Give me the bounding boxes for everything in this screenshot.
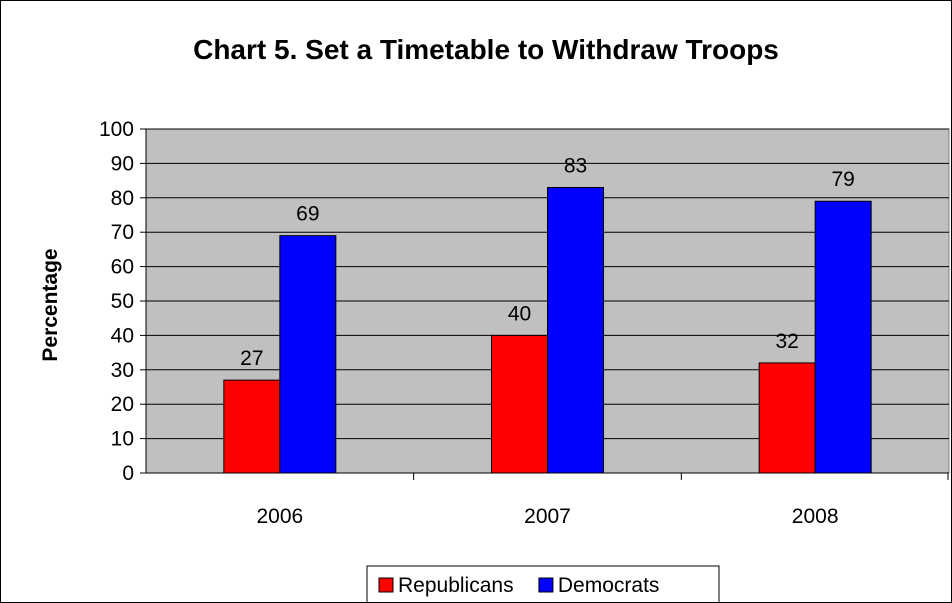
bar-democrats [814, 200, 872, 474]
y-tick-label: 0 [122, 462, 134, 485]
bar-democrats [547, 186, 604, 474]
bar-democrats [279, 235, 337, 474]
data-label: 32 [775, 330, 798, 353]
data-label: 40 [508, 302, 531, 325]
x-tick-label: 2007 [524, 505, 571, 528]
chart-title: Chart 5. Set a Timetable to Withdraw Tro… [193, 34, 779, 65]
bar-republicans [491, 334, 548, 474]
y-tick-label: 10 [111, 428, 134, 451]
data-label: 79 [831, 168, 854, 191]
y-tick-label: 50 [111, 290, 134, 313]
legend-swatch [538, 577, 554, 593]
y-tick-label: 30 [111, 359, 134, 382]
y-axis-label: Percentage [39, 248, 62, 361]
legend-label: Republicans [398, 574, 514, 597]
legend-swatch [378, 577, 394, 593]
plot-area: 0 10 20 30 40 50 60 70 80 90 100 2006 27 69 2007 40 83 20… [99, 118, 950, 528]
x-tick-label: 2006 [256, 505, 303, 528]
data-label: 83 [564, 154, 587, 177]
y-tick-label: 90 [111, 152, 134, 175]
y-tick-label: 20 [111, 393, 134, 416]
legend: Republicans Democrats [366, 565, 720, 602]
y-tick-label: 60 [111, 256, 134, 279]
legend-label: Democrats [558, 574, 660, 597]
data-label: 69 [296, 203, 319, 226]
y-tick-label: 100 [99, 118, 134, 141]
y-tick-label: 80 [111, 187, 134, 210]
bar-republicans [223, 379, 281, 474]
bar-republicans [758, 362, 816, 474]
data-label: 27 [240, 347, 263, 370]
y-tick-label: 40 [111, 324, 134, 347]
legend-box [366, 565, 720, 602]
y-tick-label: 70 [111, 221, 134, 244]
x-tick-label: 2008 [792, 505, 839, 528]
